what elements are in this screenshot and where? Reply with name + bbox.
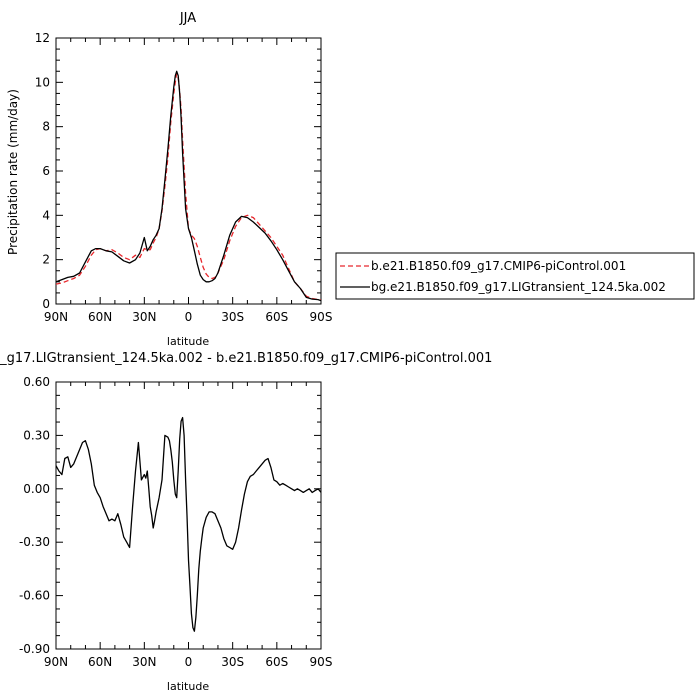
bottom-y-tick-label: 0.00 [23, 482, 50, 496]
legend-label-picontrol: b.e21.B1850.f09_g17.CMIP6-piControl.001 [371, 259, 626, 273]
bottom-y-tick-label: 0.60 [23, 375, 50, 389]
bottom-x-tick-label: 60S [265, 655, 288, 669]
top-x-tick-label: 60S [265, 310, 288, 324]
top-plot-area: 0 2 4 6 8 10 12 90N 60N 30N 0 30S 60S 90S [35, 31, 333, 324]
bottom-x-tick-label: 30N [132, 655, 156, 669]
top-y-tick-label: 2 [42, 253, 50, 267]
legend-label-ligtransient: bg.e21.B1850.f09_g17.LIGtransient_124.5k… [371, 280, 666, 294]
bottom-x-tick-label: 90S [310, 655, 333, 669]
top-y-tick-label: 0 [42, 297, 50, 311]
top-chart-title: JJA [179, 11, 196, 26]
top-x-tick-label: 60N [88, 310, 112, 324]
legend-box [335, 252, 695, 300]
bottom-y-tick-label: -0.90 [19, 642, 50, 656]
top-x-tick-label: 90S [310, 310, 333, 324]
top-series-line-0 [55, 72, 322, 301]
bottom-x-tick-label: 60N [88, 655, 112, 669]
top-y-tick-label: 10 [35, 75, 50, 89]
bottom-chart-title: bg.e21.B1850.f09_g17.LIGtransient_124.5k… [0, 351, 492, 366]
bottom-x-axis-label: latitude [167, 680, 209, 693]
top-plot-frame [55, 37, 322, 305]
top-y-tick-label: 12 [35, 31, 50, 45]
bottom-y-tick-label: 0.30 [23, 428, 50, 442]
bottom-x-tick-label: 90N [44, 655, 68, 669]
top-x-axis-label: latitude [167, 335, 209, 348]
bottom-plot-frame [55, 381, 322, 650]
bottom-y-tick-label: -0.60 [19, 589, 50, 603]
top-x-tick-label: 30N [132, 310, 156, 324]
top-x-tick-label: 0 [185, 310, 193, 324]
bottom-x-tick-label: 30S [221, 655, 244, 669]
bottom-x-tick-label: 0 [185, 655, 193, 669]
difference-panel: bg.e21.B1850.f09_g17.LIGtransient_124.5k… [0, 351, 492, 693]
top-x-tick-label: 90N [44, 310, 68, 324]
precip-panel: JJA Precipitation rate (mm/day) latitude… [6, 11, 695, 348]
top-x-tick-label: 30S [221, 310, 244, 324]
legend: b.e21.B1850.f09_g17.CMIP6-piControl.001 … [335, 252, 695, 300]
top-y-tick-label: 4 [42, 208, 50, 222]
top-series-line-1 [55, 70, 322, 302]
bottom-y-tick-label: -0.30 [19, 535, 50, 549]
bottom-series-line-0 [55, 416, 322, 632]
top-y-tick-label: 6 [42, 164, 50, 178]
top-y-tick-label: 8 [42, 120, 50, 134]
top-y-axis-label: Precipitation rate (mm/day) [6, 89, 20, 255]
